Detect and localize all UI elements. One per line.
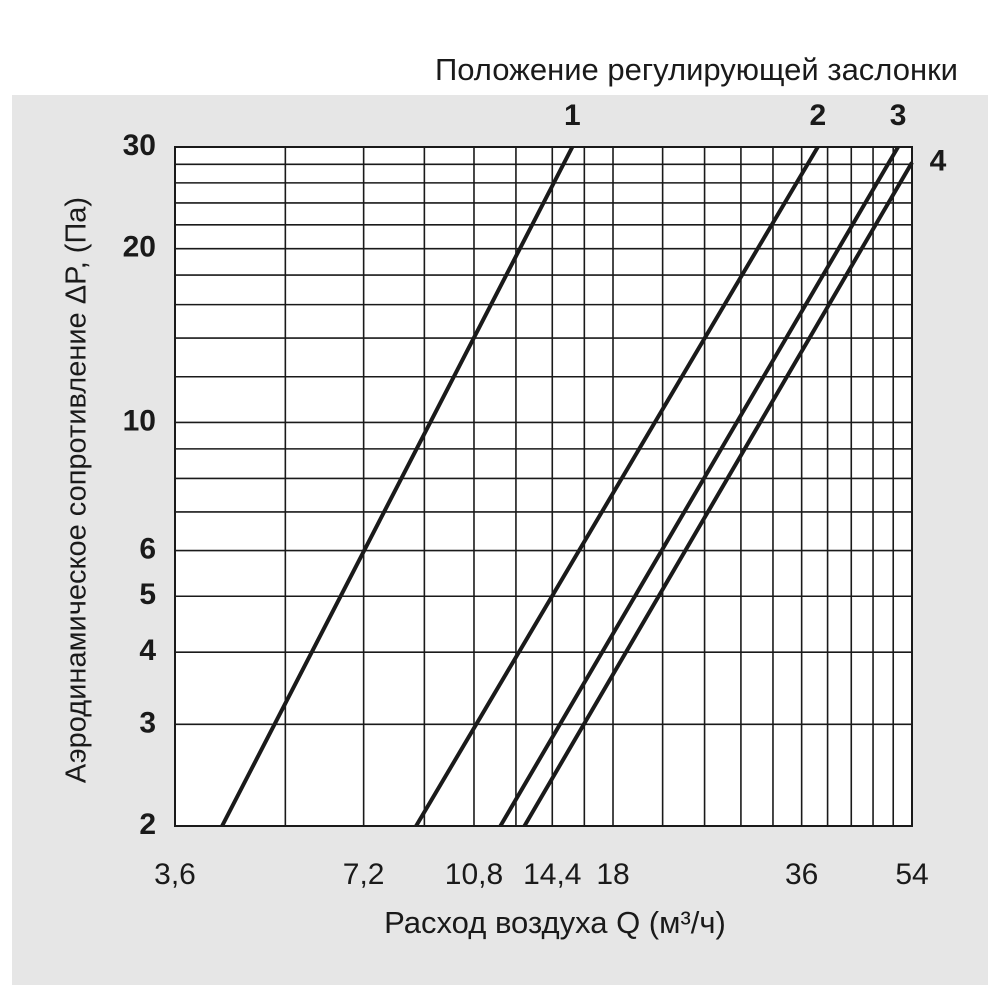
x-tick-label: 54 — [895, 858, 928, 891]
x-tick-label: 18 — [596, 858, 629, 891]
x-tick-label: 3,6 — [154, 858, 196, 891]
series-line — [414, 145, 820, 828]
series-line — [220, 146, 575, 827]
y-tick-label: 5 — [139, 578, 156, 611]
series-label: 2 — [809, 99, 826, 132]
series-label: 4 — [930, 144, 947, 177]
y-tick-label: 4 — [139, 634, 156, 667]
y-tick-label: 6 — [139, 532, 156, 565]
series-line — [498, 145, 900, 828]
y-tick-label: 30 — [123, 129, 156, 162]
y-tick-label: 20 — [123, 231, 156, 264]
x-tick-label: 14,4 — [523, 858, 581, 891]
x-tick-label: 36 — [785, 858, 818, 891]
series-label: 3 — [890, 99, 907, 132]
y-tick-label: 3 — [139, 706, 156, 739]
plot-frame — [174, 146, 913, 827]
y-tick-label: 2 — [139, 808, 156, 841]
series-label: 1 — [564, 99, 581, 132]
chart-title: Положение регулирующей заслонки — [435, 52, 958, 87]
y-axis-label: Аэродинамическое сопротивление ΔP, (Па) — [61, 197, 93, 783]
series-line — [522, 161, 914, 828]
x-axis-label: Расход воздуха Q (м³/ч) — [384, 905, 726, 940]
x-tick-label: 10,8 — [445, 858, 503, 891]
y-tick-label: 10 — [123, 404, 156, 437]
x-tick-label: 7,2 — [343, 858, 385, 891]
plot-area — [175, 147, 912, 826]
